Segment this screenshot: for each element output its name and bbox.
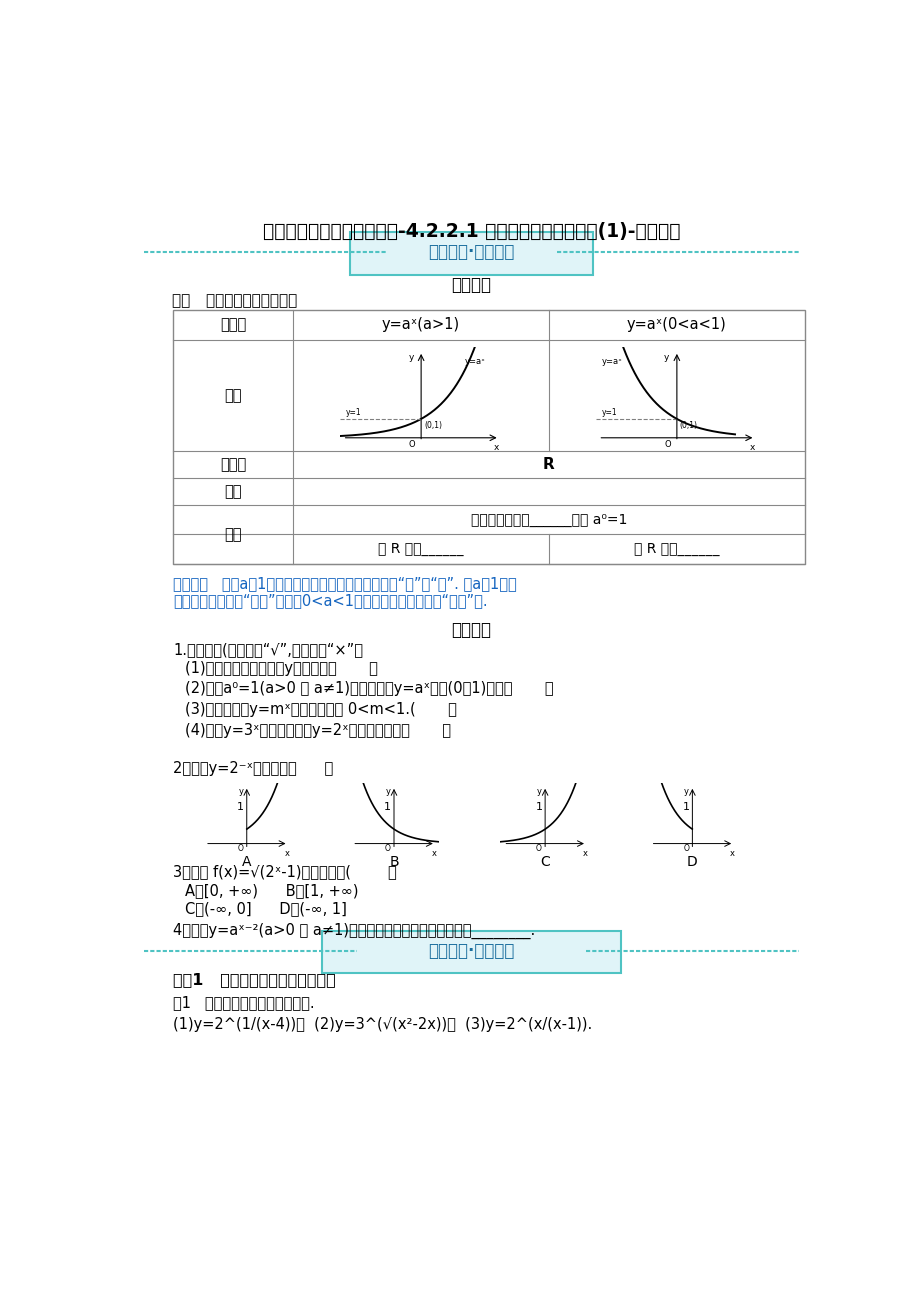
Text: 2．函数y=2⁻ˣ的图象是（      ）: 2．函数y=2⁻ˣ的图象是（ ） bbox=[173, 760, 333, 776]
Text: 状元随笔   底数a与1的大小关系决定了指数函数图象的“升”与“降”. 当a＞1时，: 状元随笔 底数a与1的大小关系决定了指数函数图象的“升”与“降”. 当a＞1时， bbox=[173, 575, 516, 591]
Text: (4)函数y=3ˣ的图象在函数y=2ˣ图象的上方．（       ）: (4)函数y=3ˣ的图象在函数y=2ˣ图象的上方．（ ） bbox=[185, 723, 450, 738]
Text: C: C bbox=[539, 855, 550, 870]
Text: 要点   指数函数的图象与性质: 要点 指数函数的图象与性质 bbox=[172, 293, 297, 309]
Text: 题型1   指数型函数的定义域和值域: 题型1 指数型函数的定义域和值域 bbox=[173, 973, 335, 987]
Text: B: B bbox=[389, 855, 398, 870]
Text: (2)因为a⁰=1(a>0 且 a≠1)，所以函数y=aˣ恒过(0，1)点．（       ）: (2)因为a⁰=1(a>0 且 a≠1)，所以函数y=aˣ恒过(0，1)点．（ … bbox=[185, 681, 552, 697]
Text: 值域: 值域 bbox=[224, 484, 242, 499]
Text: 1.思考辨析(正确的画“√”,错误的画“×”）: 1.思考辨析(正确的画“√”,错误的画“×”） bbox=[173, 642, 363, 658]
Bar bbox=[173, 310, 804, 564]
Text: A: A bbox=[242, 855, 251, 870]
Text: 1: 1 bbox=[682, 802, 689, 811]
Text: (1)指数函数的图象都在y轴上方．（       ）: (1)指数函数的图象都在y轴上方．（ ） bbox=[185, 660, 377, 676]
Text: R: R bbox=[542, 457, 554, 473]
Text: 3．函数 f(x)=√(2ˣ-1)的定义域是(        ）: 3．函数 f(x)=√(2ˣ-1)的定义域是( ） bbox=[173, 865, 396, 880]
Text: 例1   求下列函数的定义域和值域.: 例1 求下列函数的定义域和值域. bbox=[173, 996, 314, 1010]
Text: 1: 1 bbox=[237, 802, 244, 811]
Bar bbox=[350, 233, 592, 275]
Text: 1: 1 bbox=[384, 802, 391, 811]
Text: (3)若指数函数y=mˣ是减函数，则 0<m<1.(       ）: (3)若指数函数y=mˣ是减函数，则 0<m<1.( ） bbox=[185, 702, 456, 717]
Bar bbox=[322, 931, 620, 973]
Text: 4．函数y=aˣ⁻²(a>0 且 a≠1)的图象恒过定点，则定点坐标为________.: 4．函数y=aˣ⁻²(a>0 且 a≠1)的图象恒过定点，则定点坐标为_____… bbox=[173, 923, 535, 939]
Text: 是 R 上的______: 是 R 上的______ bbox=[633, 542, 719, 556]
Text: y=aˣ(a>1): y=aˣ(a>1) bbox=[381, 318, 460, 332]
Text: (1)y=2^(1/(x-4))；  (2)y=3^(√(x²-2x))；  (3)y=2^(x/(x-1)).: (1)y=2^(1/(x-4))； (2)y=3^(√(x²-2x))； (3)… bbox=[173, 1017, 592, 1032]
Text: 性质: 性质 bbox=[224, 527, 242, 542]
Text: 教材要点: 教材要点 bbox=[451, 276, 491, 293]
Text: 表达式: 表达式 bbox=[220, 318, 246, 332]
Text: D: D bbox=[686, 855, 697, 870]
Text: 是 R 上的______: 是 R 上的______ bbox=[378, 542, 463, 556]
Text: 指数函数的图象是“上升”的；当0<a<1时，指数函数的图象是“下降”的.: 指数函数的图象是“上升”的；当0<a<1时，指数函数的图象是“下降”的. bbox=[173, 592, 487, 608]
Text: 湘教版高中数学必修第一册-4.2.2.1 指数函数的图象与性质(1)-学案讲义: 湘教版高中数学必修第一册-4.2.2.1 指数函数的图象与性质(1)-学案讲义 bbox=[263, 221, 679, 241]
Text: 基础自测: 基础自测 bbox=[451, 621, 491, 638]
Text: C．(-∞, 0]      D．(-∞, 1]: C．(-∞, 0] D．(-∞, 1] bbox=[185, 901, 346, 917]
Text: 1: 1 bbox=[535, 802, 542, 811]
Text: 定义域: 定义域 bbox=[220, 457, 246, 473]
Text: 新知初探·课前预习: 新知初探·课前预习 bbox=[428, 243, 514, 262]
Text: A．[0, +∞)      B．[1, +∞): A．[0, +∞) B．[1, +∞) bbox=[185, 883, 357, 898]
Text: 题型探究·课堂解透: 题型探究·课堂解透 bbox=[428, 941, 514, 960]
Text: 函数的图象过点______，即 a⁰=1: 函数的图象过点______，即 a⁰=1 bbox=[471, 513, 627, 527]
Text: 图象: 图象 bbox=[224, 388, 242, 402]
Text: y=aˣ(0<a<1): y=aˣ(0<a<1) bbox=[627, 318, 726, 332]
